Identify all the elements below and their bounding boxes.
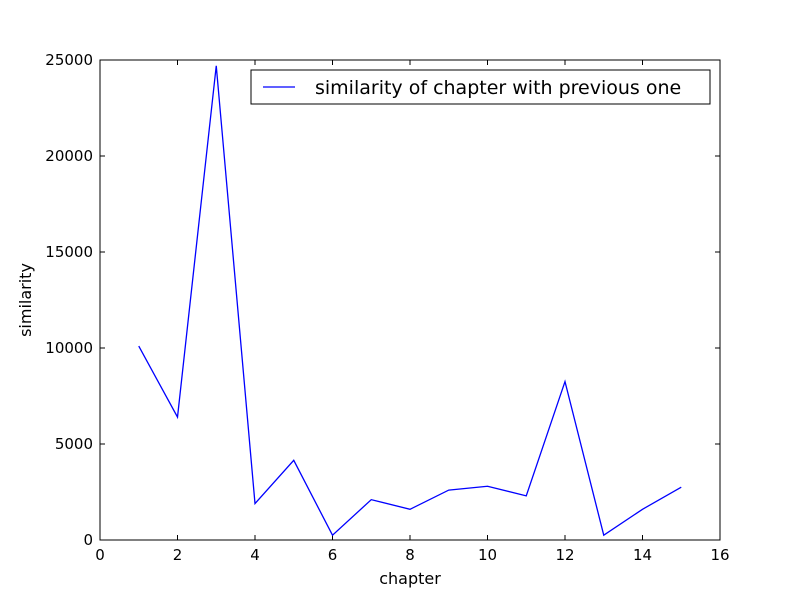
x-tick-label: 16 [710, 546, 729, 564]
x-tick-label: 6 [328, 546, 338, 564]
y-tick-label: 20000 [45, 147, 93, 165]
y-axis-label: similarity [16, 263, 35, 337]
y-tick-label: 15000 [45, 243, 93, 261]
series-line [138, 65, 682, 537]
axis-tick-labels: 0 2 4 6 8 10 12 14 16 0 5000 10000 15000 20000 25000 [45, 51, 729, 564]
legend-box [250, 69, 711, 105]
x-tick-label: 14 [633, 546, 652, 564]
y-tick-label: 5000 [55, 435, 93, 453]
x-tick-label: 10 [478, 546, 497, 564]
x-tick-label: 0 [95, 546, 105, 564]
x-tick-label: 12 [555, 546, 574, 564]
y-tick-label: 10000 [45, 339, 93, 357]
plot-background [100, 60, 720, 540]
x-tick-label: 2 [173, 546, 183, 564]
x-tick-label: 8 [405, 546, 415, 564]
x-axis-label: chapter [379, 569, 441, 588]
legend-label: similarity of chapter with previous one [315, 77, 681, 99]
x-tick-label: 4 [250, 546, 260, 564]
legend: similarity of chapter with previous one [250, 69, 711, 105]
y-tick-label: 25000 [45, 51, 93, 69]
plot-frame [99, 59, 721, 541]
y-tick-label: 0 [83, 531, 93, 549]
